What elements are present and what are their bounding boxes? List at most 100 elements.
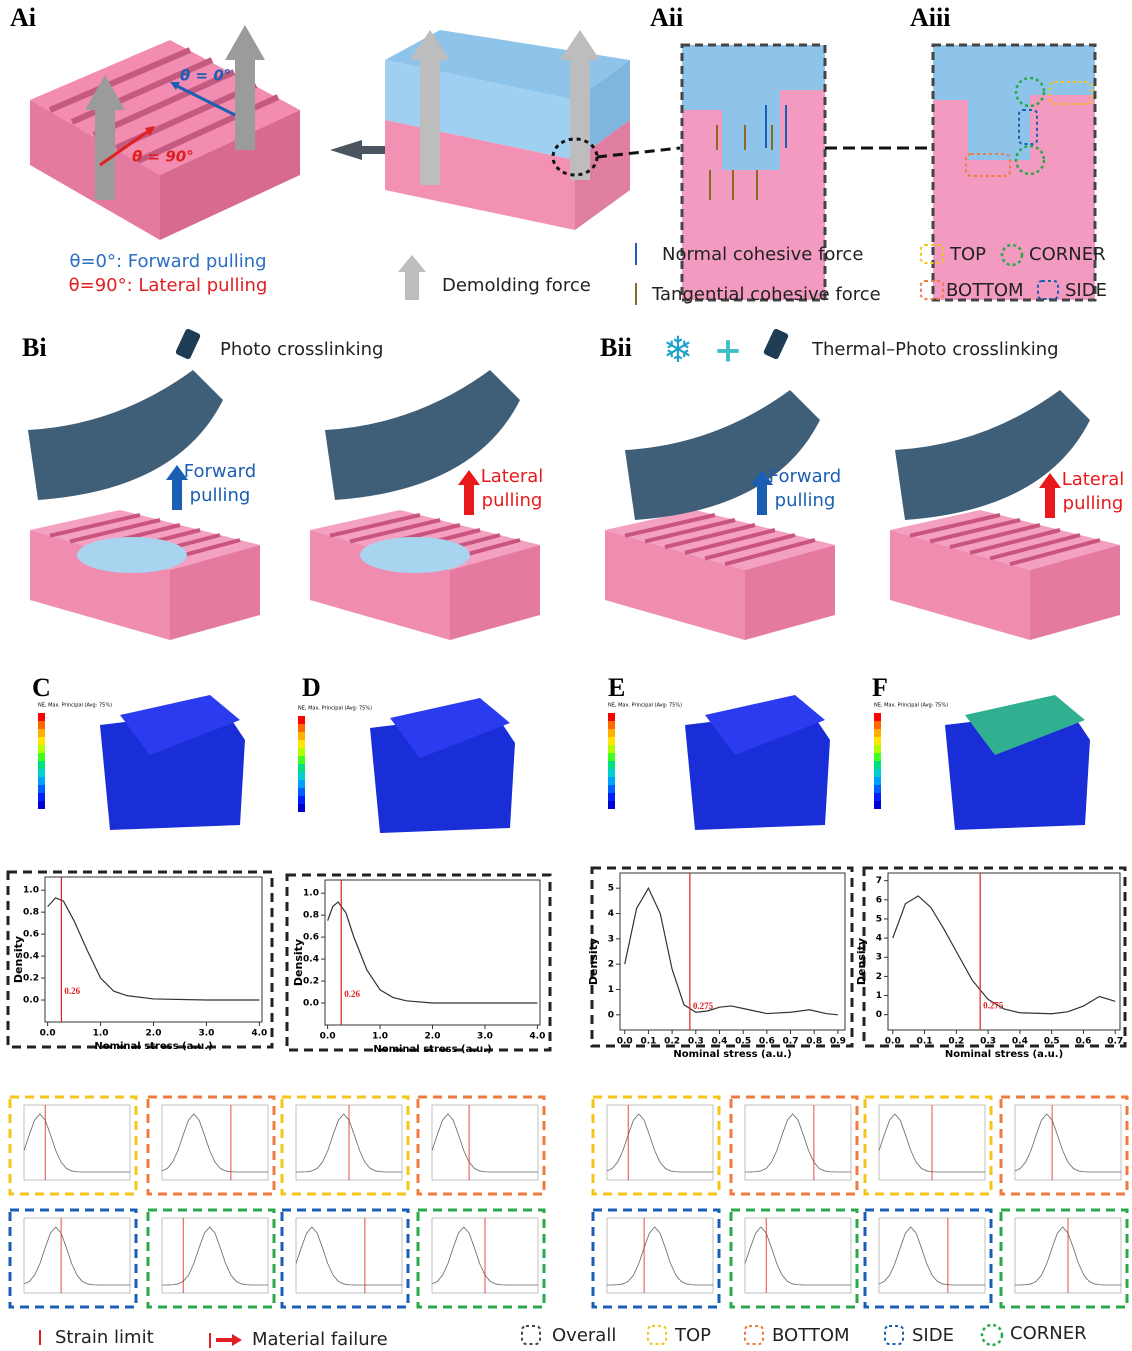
y-tick-label: 0.2 [303, 977, 319, 987]
x-tick-label: 0.2 [664, 1037, 680, 1047]
region-frame [593, 1210, 719, 1307]
method-label: Thermal–Photo crosslinking [811, 339, 1059, 360]
legend-text: Strain limit [55, 1327, 154, 1348]
strain-limit-label: 0.26 [344, 989, 360, 999]
x-axis-title: Nominal stress (a.u.) [94, 1041, 212, 1052]
legend-text: Tangential cohesive force [651, 284, 881, 305]
pull-label: pulling [1063, 493, 1124, 514]
x-tick-label: 1.0 [93, 1029, 109, 1039]
y-tick-label: 0.8 [303, 911, 319, 921]
y-tick-label: 0 [608, 1010, 614, 1020]
color-key [298, 788, 305, 796]
panel-label: D [302, 673, 321, 702]
x-tick-label: 2.0 [425, 1032, 441, 1042]
y-tick-label: 1.0 [23, 886, 39, 896]
y-tick-label: 4 [608, 909, 614, 919]
y-tick-label: 0.0 [23, 996, 39, 1006]
color-key [874, 737, 881, 745]
density-plots: 0.0 1.0 2.0 3.0 4.0 0.0 0.2 0.4 0.6 0.8 1.0 Nominal… [8, 868, 1125, 1060]
pull-label: pulling [190, 485, 251, 506]
pull-label: Lateral [481, 466, 544, 487]
x-tick-label: 0.2 [948, 1037, 964, 1047]
residue [360, 537, 470, 573]
y-tick-label: 1.0 [303, 889, 319, 899]
y-tick-label: 6 [876, 895, 882, 905]
color-key [298, 716, 305, 724]
x-tick-label: 0.9 [830, 1037, 846, 1047]
color-key [874, 761, 881, 769]
legend-text: Normal cohesive force [662, 244, 863, 265]
x-tick-label: 0.7 [783, 1037, 799, 1047]
color-key [608, 745, 615, 753]
y-tick-label: 2 [876, 972, 882, 982]
legend-text: CORNER [1029, 244, 1106, 265]
x-tick-label: 0.0 [320, 1032, 336, 1042]
color-key [38, 729, 45, 737]
x-tick-label: 0.8 [806, 1037, 822, 1047]
cured-part [895, 390, 1090, 520]
color-key [608, 769, 615, 777]
y-tick-label: 0.6 [23, 930, 39, 940]
legend-text: Demolding force [442, 275, 591, 296]
x-tick-label: 0.0 [40, 1029, 56, 1039]
x-tick-label: 3.0 [198, 1029, 214, 1039]
method-label: Photo crosslinking [220, 339, 383, 360]
color-key [38, 753, 45, 761]
color-key [874, 713, 881, 721]
x-tick-label: 0.5 [1044, 1037, 1060, 1047]
fe-legend-title: NE, Max. Principal (Avg: 75%) [298, 706, 372, 712]
y-axis-title: Density [587, 938, 600, 985]
color-key [608, 801, 615, 809]
panel-b-art: ForwardpullingLateralpullingForwardpulli… [28, 370, 1124, 640]
strain-limit-label: 0.26 [64, 986, 80, 996]
y-tick-label: 0.4 [303, 955, 319, 965]
color-key [38, 785, 45, 793]
legend-text: SIDE [1065, 280, 1107, 301]
color-key [874, 793, 881, 801]
color-key [608, 713, 615, 721]
y-axis-title: Density [292, 939, 305, 986]
region-frame [731, 1210, 857, 1307]
color-key [874, 729, 881, 737]
x-axis-title: Nominal stress (a.u.) [673, 1049, 791, 1060]
color-key [608, 737, 615, 745]
y-tick-label: 2 [608, 960, 614, 970]
color-key [298, 724, 305, 732]
color-key [298, 732, 305, 740]
fe-legend-title: NE, Max. Principal (Avg: 75%) [608, 703, 682, 709]
color-key [608, 761, 615, 769]
strain-limit-label: 0.275 [983, 1001, 1004, 1011]
fe-legend-title: NE, Max. Principal (Avg: 75%) [874, 703, 948, 709]
panel-label: E [608, 673, 625, 702]
color-key [38, 721, 45, 729]
x-tick-label: 0.4 [711, 1037, 727, 1047]
pull-label: pulling [482, 490, 543, 511]
x-tick-label: 0.1 [917, 1037, 933, 1047]
x-tick-label: 4.0 [529, 1032, 545, 1042]
color-key [298, 780, 305, 788]
panel-label: Aii [650, 3, 683, 32]
region-frame [731, 1097, 857, 1194]
color-key [38, 745, 45, 753]
x-tick-label: 2.0 [146, 1029, 162, 1039]
pull-label: Forward [184, 461, 256, 482]
legend-text: Overall [552, 1325, 616, 1346]
residue [77, 537, 187, 573]
x-tick-label: 0.3 [980, 1037, 996, 1047]
color-key [298, 772, 305, 780]
color-key [298, 796, 305, 804]
legend-text: TOP [674, 1325, 711, 1346]
region-frame [282, 1097, 408, 1194]
x-tick-label: 1.0 [372, 1032, 388, 1042]
forward-legend: θ=0°: Forward pulling [69, 251, 266, 272]
region-frame [10, 1097, 136, 1194]
x-tick-label: 3.0 [477, 1032, 493, 1042]
y-tick-label: 5 [876, 914, 882, 924]
y-axis-title: Density [12, 936, 25, 983]
y-tick-label: 0 [876, 1010, 882, 1020]
fe-legend-title: NE, Max. Principal (Avg: 75%) [38, 703, 112, 709]
region-frame [418, 1097, 544, 1194]
panel-label: Bii [600, 333, 632, 362]
demold-block [385, 30, 680, 230]
color-key [38, 777, 45, 785]
